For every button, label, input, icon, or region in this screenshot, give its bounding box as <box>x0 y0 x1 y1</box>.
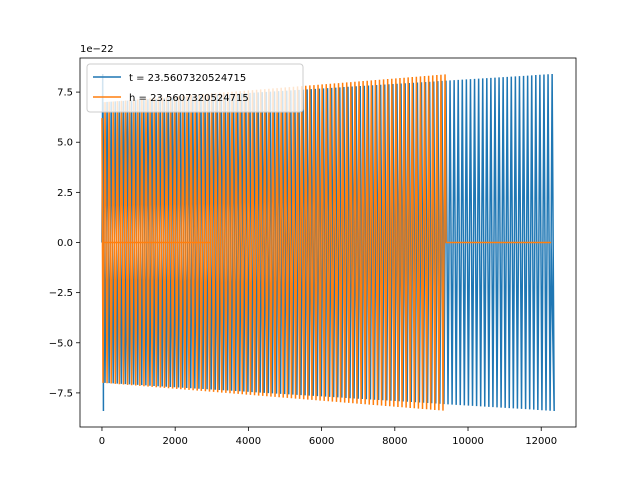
x-tick-label: 6000 <box>309 436 334 447</box>
y-tick-label: 0.0 <box>57 238 73 249</box>
x-tick-label: 8000 <box>382 436 407 447</box>
y-tick-label: 7.5 <box>57 88 73 99</box>
x-axis: 0 2000 4000 6000 8000 10000 12000 <box>99 427 557 447</box>
y-offset-label: 1e−22 <box>80 44 114 55</box>
series-layer <box>101 74 555 411</box>
x-tick-label: 4000 <box>236 436 261 447</box>
x-tick-label: 0 <box>99 436 105 447</box>
y-tick-label: 2.5 <box>57 188 73 199</box>
y-tick-label: −5.0 <box>49 338 73 349</box>
y-tick-label: −7.5 <box>49 388 73 399</box>
legend: t = 23.5607320524715 h = 23.560732052471… <box>86 63 304 113</box>
series-line-h <box>101 74 552 411</box>
y-tick-label: 5.0 <box>57 138 73 149</box>
x-tick-label: 10000 <box>452 436 484 447</box>
x-tick-label: 12000 <box>525 436 557 447</box>
y-axis: −7.5 −5.0 −2.5 0.0 2.5 5.0 7.5 <box>49 88 80 399</box>
legend-box <box>86 63 304 113</box>
legend-label-h: h = 23.5607320524715 <box>129 93 249 104</box>
y-tick-label: −2.5 <box>49 288 73 299</box>
legend-label-t: t = 23.5607320524715 <box>129 73 246 84</box>
x-tick-label: 2000 <box>162 436 187 447</box>
